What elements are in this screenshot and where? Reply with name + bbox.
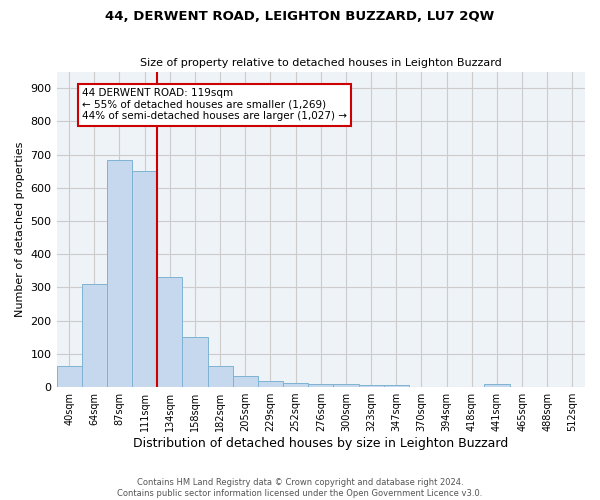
Bar: [107, 160, 132, 387]
Bar: [56, 366, 82, 387]
Bar: [132, 171, 157, 387]
Bar: [383, 386, 409, 387]
Text: Contains HM Land Registry data © Crown copyright and database right 2024.
Contai: Contains HM Land Registry data © Crown c…: [118, 478, 482, 498]
Bar: [484, 384, 509, 387]
Bar: [233, 376, 258, 387]
Bar: [308, 384, 334, 387]
Bar: [334, 384, 359, 387]
Bar: [258, 381, 283, 387]
Bar: [359, 385, 383, 387]
Text: 44 DERWENT ROAD: 119sqm
← 55% of detached houses are smaller (1,269)
44% of semi: 44 DERWENT ROAD: 119sqm ← 55% of detache…: [82, 88, 347, 122]
Title: Size of property relative to detached houses in Leighton Buzzard: Size of property relative to detached ho…: [140, 58, 502, 68]
Bar: [182, 336, 208, 387]
Bar: [208, 366, 233, 387]
Y-axis label: Number of detached properties: Number of detached properties: [15, 142, 25, 317]
Bar: [283, 383, 308, 387]
Bar: [82, 284, 107, 387]
Bar: [157, 278, 182, 387]
Text: 44, DERWENT ROAD, LEIGHTON BUZZARD, LU7 2QW: 44, DERWENT ROAD, LEIGHTON BUZZARD, LU7 …: [106, 10, 494, 23]
X-axis label: Distribution of detached houses by size in Leighton Buzzard: Distribution of detached houses by size …: [133, 437, 508, 450]
